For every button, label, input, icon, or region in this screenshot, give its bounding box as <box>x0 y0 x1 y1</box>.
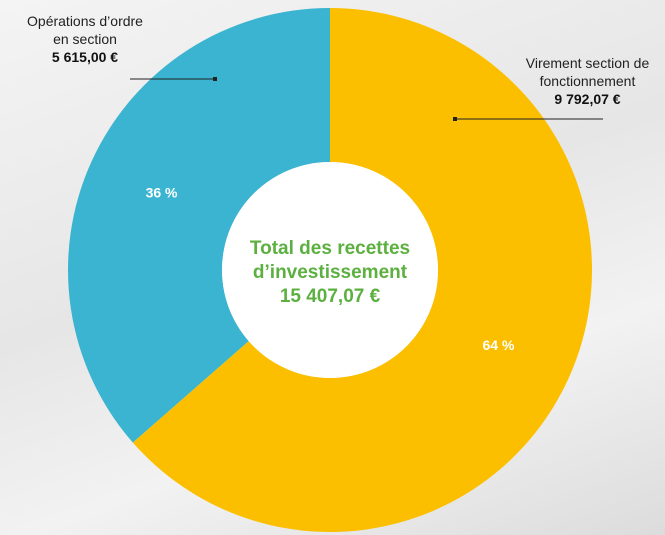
category-label: Virement section de fonctionnement <box>526 55 649 89</box>
slice-label: Opérations d’ordre en section 5 615,00 € <box>20 12 150 66</box>
value-label: 9 792,07 € <box>505 90 665 108</box>
center-title: Total des recettes d’investissement <box>225 237 435 285</box>
leader-dot <box>453 117 457 121</box>
percent-label: 64 % <box>483 337 515 353</box>
center-text: Total des recettes d’investissement 15 4… <box>225 237 435 309</box>
value-label: 5 615,00 € <box>20 48 150 66</box>
percent-label: 36 % <box>146 184 178 200</box>
page: 64 % 36 % Opérations d’ordre en section 5… <box>0 0 665 535</box>
slice-label: Virement section de fonctionnement 9 792… <box>505 54 665 108</box>
category-label: Opérations d’ordre en section <box>27 13 143 47</box>
center-value: 15 407,07 € <box>225 285 435 309</box>
leader-dot <box>213 77 217 81</box>
